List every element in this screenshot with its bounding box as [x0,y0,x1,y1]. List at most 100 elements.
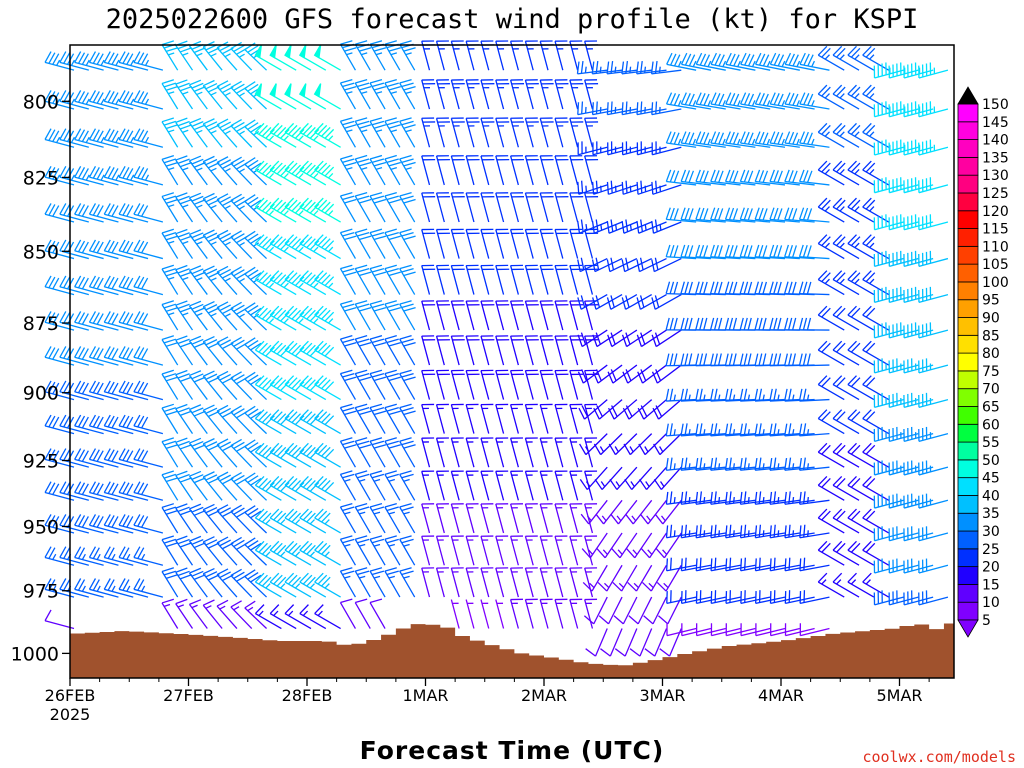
wind-barb [188,599,208,629]
wind-barb [769,207,800,223]
wind-barb [554,598,568,629]
wind-barb [847,442,875,468]
wind-barb [918,392,949,408]
wind-barb [480,117,495,148]
wind-barb [495,192,510,223]
wind-barb [133,481,164,501]
colorbar-label: 130 [982,168,1009,184]
wind-barb [725,92,756,110]
wind-barb [244,371,268,401]
colorbar-swatch [957,423,979,443]
wind-barb [554,79,569,110]
wind-barb [578,399,608,420]
wind-barb [653,433,682,456]
wind-barb [298,44,327,71]
wind-barb [509,503,523,534]
wind-barb [118,546,149,566]
wind-barb [339,369,357,400]
wind-barb [299,160,327,186]
wind-barb [539,155,554,186]
wind-barb [740,52,771,71]
wind-barb [161,79,179,110]
wind-barb [847,234,875,260]
wind-barb [622,399,653,420]
wind-barb [188,192,208,223]
wind-barb [739,244,771,260]
wind-barb [435,155,450,186]
wind-barb [724,457,756,471]
wind-barb [509,192,525,223]
wind-barb [188,265,208,295]
wind-barb [862,305,890,331]
wind-barb [584,117,599,148]
wind-barb [695,131,726,148]
wind-barb [918,426,949,442]
wind-barb [284,508,312,534]
wind-barb [524,264,539,295]
wind-barb [862,375,890,401]
wind-barb [847,160,875,186]
wind-barb [175,79,194,110]
wind-barb [399,154,416,186]
y-tick-label: 975 [23,581,59,603]
wind-barb [832,375,860,401]
wind-barb [175,598,194,629]
wind-barb [569,567,583,598]
wind-barb [832,84,860,110]
wind-barb [625,499,653,525]
wind-barb [133,414,164,435]
y-tick-label: 800 [23,91,59,113]
wind-barb [369,403,387,434]
wind-barb [799,491,830,505]
wind-barb [175,228,194,259]
wind-barb [59,275,89,296]
wind-barb [450,403,464,434]
wind-barb [495,403,509,434]
wind-barb [465,300,480,331]
wind-barb [584,598,598,629]
wind-barb [480,369,495,400]
wind-barb [495,335,510,366]
wind-barb [862,197,890,223]
wind-barb [465,192,480,223]
wind-barb [284,44,312,71]
wind-barb [651,219,682,234]
colorbar-swatch [957,299,979,318]
colorbar-high-arrow [957,86,979,105]
wind-barb [524,335,539,366]
plot-frame [69,44,955,679]
wind-barb [817,122,845,148]
wind-barb [284,540,312,566]
y-tick-label: 900 [23,383,59,405]
wind-barb [314,409,341,435]
wind-barb [918,558,949,574]
wind-barb [832,160,860,186]
x-tick-label: 27FEB [163,686,214,705]
wind-barb [465,437,479,468]
wind-barb [480,228,495,259]
wind-barb [817,540,845,566]
wind-barb [118,311,149,331]
wind-barb [584,79,599,110]
wind-barb [862,45,890,71]
wind-barb [314,197,341,223]
wind-barb [299,442,327,468]
wind-barb [569,117,584,148]
wind-barb [725,131,756,148]
wind-barb [269,409,297,435]
wind-barb [847,508,875,534]
wind-barb [798,423,830,437]
wind-barb [862,270,890,296]
wind-barb [384,567,401,598]
wind-barb [918,101,949,118]
wind-barb [88,239,119,260]
wind-barb [118,578,149,598]
wind-barb [903,286,934,303]
wind-barb [817,45,845,71]
wind-barb [435,535,449,566]
wind-barb [103,311,134,331]
wind-barb [450,300,465,331]
wind-barb [384,403,401,434]
wind-barb [554,403,568,434]
wind-barb [74,546,104,566]
